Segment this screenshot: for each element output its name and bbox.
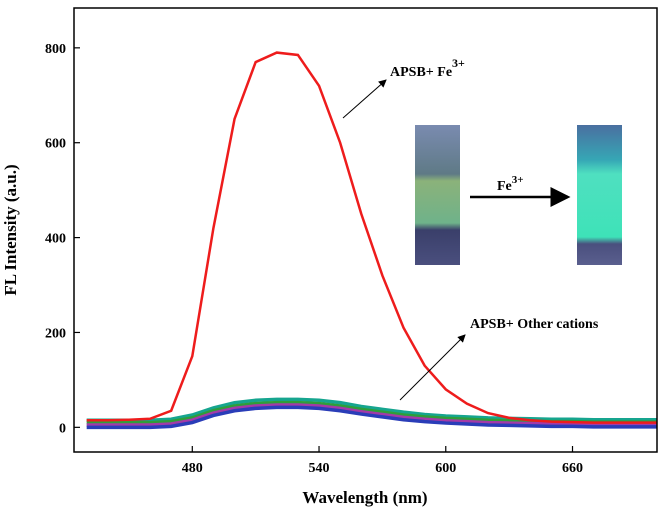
x-tick-label: 540 bbox=[309, 461, 330, 476]
plot-area bbox=[86, 51, 657, 430]
cuvette-before bbox=[415, 125, 460, 265]
plot-frame bbox=[73, 7, 658, 453]
inset-photo bbox=[415, 125, 622, 265]
series-line bbox=[86, 51, 657, 424]
x-tick-label: 660 bbox=[562, 461, 583, 476]
annotation-sup: 3+ bbox=[512, 174, 524, 186]
x-tick-label: 600 bbox=[435, 461, 456, 476]
annotation-arrow bbox=[342, 79, 387, 119]
annotation: APSB+ Fe3+ bbox=[390, 56, 465, 80]
annotation-text: APSB+ Fe bbox=[390, 65, 452, 80]
annotation-text: Fe bbox=[497, 179, 512, 194]
annotation-sup: 3+ bbox=[452, 56, 465, 70]
y-tick-label: 0 bbox=[59, 421, 66, 436]
x-tick-label: 480 bbox=[182, 461, 203, 476]
series-line bbox=[86, 403, 657, 427]
cuvette-after bbox=[577, 125, 622, 265]
y-tick-label: 400 bbox=[45, 232, 66, 247]
annotation-arrow bbox=[399, 334, 466, 401]
series-line bbox=[86, 397, 657, 422]
series-line bbox=[86, 405, 657, 430]
annotation: APSB+ Other cations bbox=[470, 317, 599, 332]
y-tick-label: 800 bbox=[45, 42, 66, 57]
y-axis-title: FL Intensity (a.u.) bbox=[1, 164, 20, 295]
x-axis-title: Wavelength (nm) bbox=[302, 488, 427, 507]
annotation: Fe3+ bbox=[497, 174, 524, 194]
y-tick-label: 600 bbox=[45, 137, 66, 152]
y-tick-label: 200 bbox=[45, 326, 66, 341]
